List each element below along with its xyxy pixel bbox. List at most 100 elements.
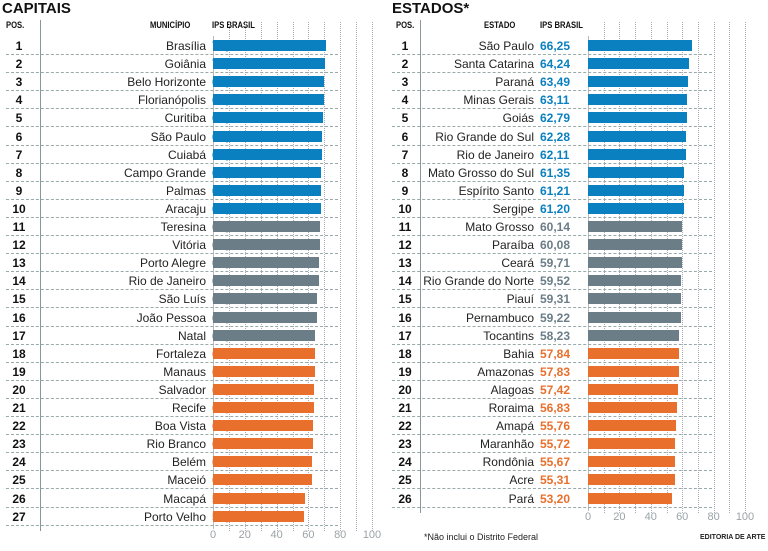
- header-value: IPS BRASIL: [212, 20, 255, 30]
- row-position: 2: [15, 57, 23, 72]
- row-name: Paraíba: [491, 238, 534, 253]
- table-row: [392, 235, 712, 255]
- table-row: [6, 271, 338, 291]
- row-value: 60,08: [540, 238, 571, 253]
- header-pos: POS.: [396, 20, 415, 30]
- x-tick-label: 80: [334, 528, 347, 541]
- row-position: 13: [398, 256, 412, 271]
- row-position: 22: [12, 419, 26, 434]
- table-row: [6, 452, 338, 472]
- x-tick-label: 60: [676, 510, 689, 523]
- row-position: 27: [12, 509, 26, 524]
- row-name: Goiás: [502, 111, 534, 126]
- column-divider: [40, 20, 41, 531]
- table-row: [6, 380, 338, 399]
- row-position: 3: [15, 75, 23, 90]
- row-name: Mato Grosso: [465, 220, 534, 234]
- bar: [588, 438, 676, 450]
- table-row: [6, 434, 338, 454]
- row-name: Alagoas: [490, 382, 534, 397]
- row-value: 62,11: [540, 147, 570, 162]
- row-position: 15: [12, 292, 26, 307]
- bar: [213, 438, 313, 450]
- row-name: Vitória: [172, 238, 206, 253]
- row-name: Rio Grande do Sul: [435, 129, 534, 144]
- header-pos: POS.: [6, 20, 25, 30]
- gridline: [697, 22, 699, 513]
- table-row: [6, 362, 338, 381]
- table-row: [6, 199, 338, 218]
- table-row: [6, 108, 338, 128]
- chart-title: ESTADOS*: [392, 0, 470, 17]
- bar: [213, 347, 316, 359]
- table-row: [392, 199, 712, 218]
- bar: [588, 456, 676, 468]
- row-position: 25: [398, 473, 412, 488]
- bar: [588, 148, 686, 160]
- row-name: Natal: [177, 328, 206, 343]
- row-position: 16: [398, 310, 412, 325]
- bar: [588, 112, 687, 124]
- x-tick-label: 40: [270, 528, 283, 541]
- table-row: [392, 362, 712, 381]
- table-row: [392, 253, 712, 273]
- table-row: [6, 489, 338, 508]
- table-row: [6, 127, 338, 146]
- bar: [588, 40, 692, 51]
- table-row: [392, 452, 712, 472]
- row-name: Rio Grande do Norte: [423, 274, 534, 289]
- row-position: 9: [401, 183, 409, 198]
- row-name: Manaus: [163, 364, 206, 379]
- bar: [213, 402, 315, 413]
- row-value: 61,35: [540, 165, 571, 180]
- row-name: Ceará: [501, 256, 534, 271]
- row-name: Amapá: [495, 419, 534, 434]
- row-position: 10: [398, 201, 412, 216]
- row-value: 53,20: [540, 491, 571, 506]
- table-row: [6, 398, 338, 417]
- table-row: [6, 217, 338, 236]
- row-position: 23: [12, 437, 26, 452]
- bar: [213, 40, 327, 51]
- bar: [588, 184, 685, 196]
- x-tick-label: 80: [707, 510, 720, 523]
- row-name: Florianópolis: [137, 93, 206, 108]
- bar: [588, 474, 675, 486]
- bar: [588, 94, 688, 106]
- row-value: 55,72: [540, 437, 571, 452]
- row-name: Curitiba: [164, 111, 206, 126]
- row-name: Maranhão: [479, 437, 534, 452]
- row-position: 26: [12, 491, 26, 506]
- bar: [588, 293, 682, 305]
- bar: [213, 58, 326, 70]
- row-position: 5: [15, 111, 23, 126]
- row-name: Campo Grande: [123, 165, 206, 180]
- row-position: 24: [398, 455, 412, 470]
- row-position: 13: [12, 256, 26, 271]
- row-position: 23: [398, 437, 412, 452]
- bar: [213, 456, 313, 468]
- row-position: 2: [401, 57, 409, 72]
- chart-title: CAPITAIS: [2, 0, 71, 17]
- row-value: 64,24: [540, 57, 571, 72]
- x-tick-label: 100: [362, 528, 382, 541]
- row-position: 8: [401, 165, 409, 180]
- bar: [588, 383, 679, 395]
- row-position: 18: [398, 346, 412, 361]
- row-value: 66,25: [540, 39, 571, 53]
- table-row: [392, 489, 712, 508]
- table-row: [6, 416, 338, 436]
- row-name: Piauí: [506, 292, 534, 307]
- row-name: Sergipe: [492, 201, 534, 216]
- row-value: 59,31: [540, 292, 571, 307]
- table-row: [392, 398, 712, 417]
- row-position: 8: [15, 165, 23, 180]
- row-name: Boa Vista: [154, 419, 206, 434]
- row-name: Maceió: [167, 473, 206, 488]
- table-row: [392, 470, 712, 490]
- gridline: [340, 22, 342, 531]
- header-value: IPS BRASIL: [540, 20, 583, 30]
- row-name: Aracaju: [165, 201, 206, 216]
- table-row: [6, 253, 338, 273]
